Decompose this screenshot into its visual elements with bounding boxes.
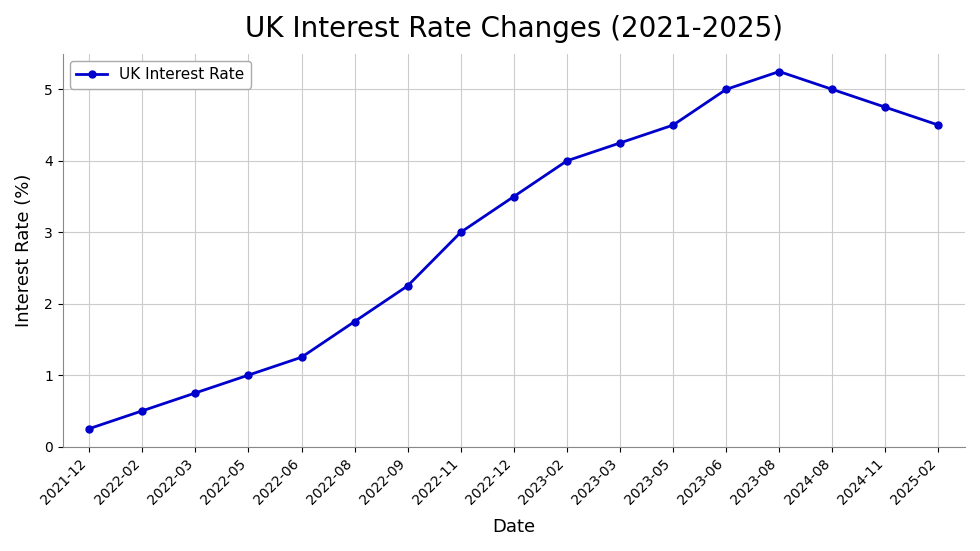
UK Interest Rate (243, 372, 255, 379)
UK Interest Rate (773, 68, 785, 75)
UK Interest Rate (402, 283, 414, 289)
UK Interest Rate (614, 139, 626, 146)
Y-axis label: Interest Rate (%): Interest Rate (%) (15, 174, 33, 327)
X-axis label: Date: Date (492, 518, 535, 536)
UK Interest Rate (136, 408, 148, 414)
UK Interest Rate (296, 354, 308, 360)
UK Interest Rate (189, 390, 201, 396)
UK Interest Rate (667, 122, 679, 128)
UK Interest Rate (826, 86, 838, 93)
UK Interest Rate (508, 193, 519, 200)
UK Interest Rate (562, 158, 573, 164)
Legend: UK Interest Rate: UK Interest Rate (71, 61, 251, 89)
UK Interest Rate (720, 86, 732, 93)
UK Interest Rate (879, 104, 891, 111)
UK Interest Rate (83, 425, 95, 432)
Line: UK Interest Rate: UK Interest Rate (86, 68, 942, 432)
UK Interest Rate (455, 229, 466, 235)
Title: UK Interest Rate Changes (2021-2025): UK Interest Rate Changes (2021-2025) (245, 15, 783, 43)
UK Interest Rate (349, 318, 361, 325)
UK Interest Rate (933, 122, 945, 128)
